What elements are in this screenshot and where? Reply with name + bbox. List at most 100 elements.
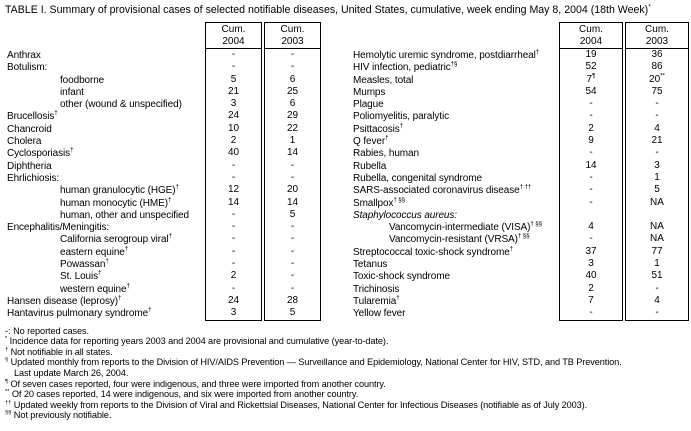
value-2004: 3 — [230, 307, 237, 319]
footnote: -: No reported cases. — [5, 325, 89, 336]
footnote: §§ Not previously notifiable. — [5, 410, 112, 421]
disease-label: Psittacosis† — [353, 122, 404, 135]
value-2004: 3 — [230, 98, 237, 110]
value-2003: 86 — [651, 61, 663, 73]
value-2004: - — [589, 98, 593, 110]
disease-label: Diphtheria — [7, 160, 52, 172]
cum-label: Cum. — [280, 24, 305, 35]
disease-label: HIV infection, pediatric†§ — [353, 60, 458, 74]
value-2004: 2 — [230, 135, 237, 147]
left-cum-2003-header: Cum. 2003 — [265, 23, 320, 49]
value-2003: - — [655, 282, 659, 294]
value-2003: NA — [650, 233, 664, 245]
value-2004: 12 — [227, 184, 240, 196]
disease-label: Trichinosis — [353, 283, 400, 295]
footnote: § Updated monthly from reports to the Di… — [5, 357, 622, 368]
value-2003: - — [290, 221, 295, 233]
value-2003: - — [290, 233, 295, 245]
value-2003: 20** — [649, 72, 665, 85]
value-2004: - — [231, 258, 236, 270]
value-2003: - — [290, 258, 295, 270]
table-title-footnote-marker: * — [648, 3, 651, 11]
disease-label: Tetanus — [353, 259, 388, 271]
left-cum-2004-column: Cum. 2004 - -5 21 3 24 10 2 40- -12 14- - - - -2-24 3 — [205, 22, 262, 321]
footnote-marker: * — [5, 336, 8, 343]
footnote-marker: §§ — [5, 410, 12, 417]
disease-label: Powassan† — [60, 257, 109, 271]
value-2003: 6 — [289, 98, 296, 110]
table-title: TABLE I. Summary of provisional cases of… — [5, 4, 686, 17]
right-disease-label-column: Hemolytic uremic syndrome, postdiarrheal… — [351, 22, 559, 321]
disease-label: Tularemia† — [353, 294, 400, 307]
disease-label: Hantavirus pulmonary syndrome† — [7, 306, 152, 320]
value-2004: - — [231, 221, 236, 233]
footnote: Last update March 26, 2004. — [14, 367, 129, 378]
disease-label: human monocytic (HME)† — [60, 196, 172, 209]
value-2003: 20 — [286, 184, 299, 196]
footnote-marker: -: — [5, 325, 11, 336]
value-2003: - — [655, 147, 659, 159]
right-cum-2004-header: Cum. 2004 — [560, 23, 622, 49]
value-2003: - — [655, 98, 659, 110]
disease-label: Anthrax — [7, 50, 41, 61]
value-2004: 2 — [588, 122, 594, 134]
disease-label: Q fever† — [353, 134, 389, 148]
value-2004: - — [589, 184, 593, 196]
disease-label: Plague — [353, 99, 384, 111]
value-2004: 40 — [227, 147, 240, 159]
disease-label: Measles, total — [353, 74, 414, 86]
disease-label: Botulism: — [7, 62, 48, 74]
disease-label: Ehrlichiosis: — [7, 172, 60, 184]
value-2004: - — [589, 233, 593, 245]
value-2003: 21 — [651, 135, 663, 147]
value-2004: 4 — [588, 221, 594, 233]
value-2004: 9 — [588, 135, 594, 147]
value-2004: - — [589, 171, 593, 183]
value-2003: 14 — [286, 147, 299, 159]
value-2003: - — [290, 159, 295, 171]
footnote: ¶ Of seven cases reported, four were ind… — [5, 378, 386, 389]
value-2004: - — [589, 110, 593, 122]
value-2003: - — [655, 110, 659, 122]
value-2004: - — [231, 282, 236, 294]
disease-label: Rubella, congenital syndrome — [353, 172, 482, 184]
value-2004: - — [231, 245, 236, 257]
value-2003: NA — [650, 221, 664, 233]
right-cum-2004-column: Cum. 2004 19 52 7¶ 54- -2 9-14- - -4-37 3 40 2 7- — [559, 22, 623, 321]
disease-label: Rabies, human — [353, 148, 419, 160]
value-2004: - — [589, 307, 593, 319]
disease-label: Streptococcal toxic-shock syndrome† — [353, 245, 514, 258]
value-2003: - — [290, 270, 295, 282]
left-disease-label-column: Anthrax Botulism: foodborne infant other (wo… — [5, 22, 205, 321]
disease-label: St. Louis† — [60, 270, 102, 283]
value-2004: - — [231, 159, 236, 171]
table-title-text: TABLE I. Summary of provisional cases of… — [5, 4, 649, 16]
value-2003: 22 — [286, 122, 299, 134]
value-2004: - — [231, 208, 236, 220]
footnote: * Incidence data for reporting years 200… — [5, 336, 389, 347]
disease-label: other (wound & unspecified) — [60, 99, 182, 111]
value-2003: - — [290, 282, 295, 294]
value-2004: 21 — [227, 85, 240, 97]
footnote: † Not notifiable in all states. — [5, 346, 113, 357]
disease-label: western equine† — [60, 282, 130, 295]
value-2004 — [560, 209, 622, 221]
disease-label: Poliomyelitis, paralytic — [353, 111, 449, 123]
disease-label: Chancroid — [7, 123, 52, 135]
value-2003: 77 — [651, 245, 663, 257]
value-2003: 3 — [654, 159, 660, 171]
left-header-spacer — [5, 22, 205, 50]
right-header-spacer — [351, 22, 559, 50]
disease-label: SARS-associated coronavirus disease† †† — [353, 183, 532, 197]
value-2003: 25 — [286, 85, 299, 97]
value-2004: - — [231, 61, 236, 73]
year-2004-label: 2004 — [579, 36, 603, 47]
value-2003 — [626, 209, 688, 221]
year-2004-label: 2004 — [222, 36, 245, 47]
value-2004: 19 — [585, 49, 597, 60]
disease-label: Vancomycin-intermediate (VISA)† §§ — [389, 220, 542, 234]
summary-table: Anthrax Botulism: foodborne infant other (wo… — [5, 22, 689, 321]
footnote: ** Of 20 cases reported, 14 were indigen… — [5, 389, 359, 400]
value-2003: - — [655, 307, 659, 319]
value-2003: 75 — [651, 85, 663, 97]
